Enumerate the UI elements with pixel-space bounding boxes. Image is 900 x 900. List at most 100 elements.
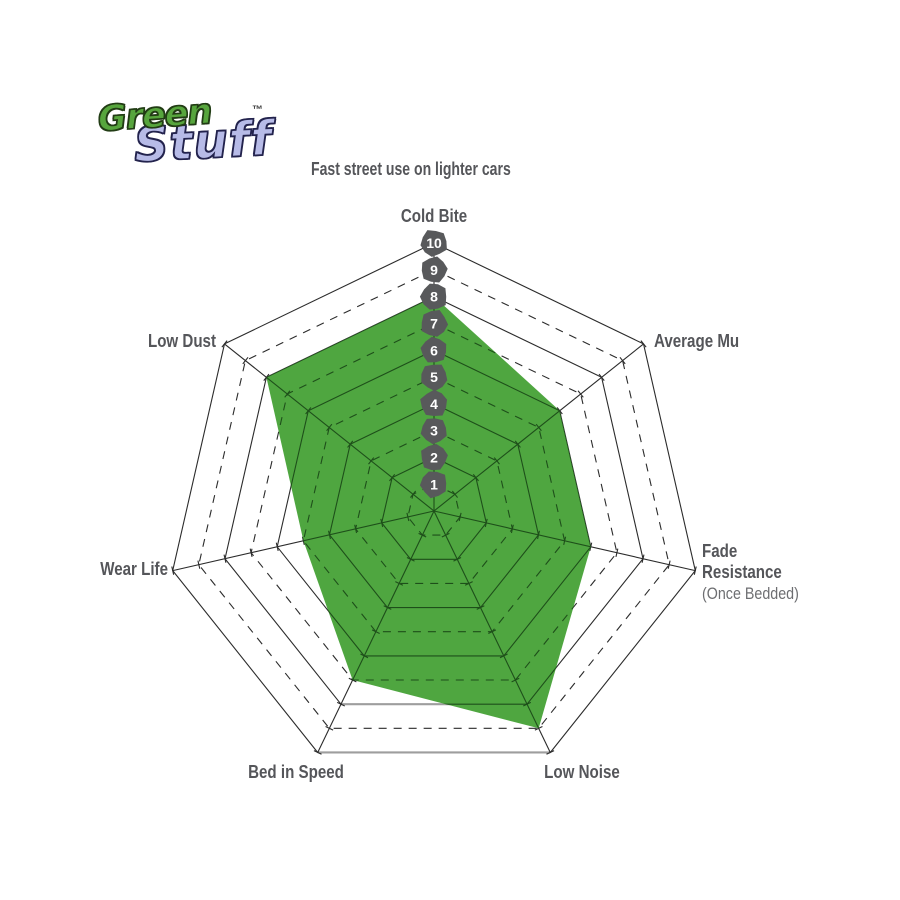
scale-badge-label: 8 <box>430 289 438 305</box>
axis-tick <box>458 512 462 522</box>
axis-tick <box>395 581 404 586</box>
axis-tick <box>383 605 392 610</box>
axis-tick <box>409 490 417 498</box>
axis-tick <box>171 566 175 575</box>
axis-tick <box>619 356 626 365</box>
axis-tick <box>275 542 279 551</box>
axis-tick <box>641 554 645 563</box>
scale-badge-label: 1 <box>430 476 438 492</box>
scale-badge-label: 3 <box>430 423 438 439</box>
axis-tick <box>380 518 384 528</box>
axis-tick <box>451 490 459 498</box>
axis-tick <box>488 629 497 635</box>
axis-tick <box>223 554 227 563</box>
axis-tick <box>368 457 375 465</box>
grid-ring-2 <box>381 456 487 560</box>
scale-badge-6 <box>420 336 447 363</box>
axis-tick <box>406 512 410 522</box>
axis-label-cold-bite: Cold Bite <box>400 206 468 226</box>
scale-badge-label: 4 <box>430 396 438 412</box>
axis-label-once-bedded: (Once Bedded) <box>702 584 799 603</box>
axis-tick <box>325 725 334 731</box>
axis-tick <box>493 457 500 465</box>
axis-tick <box>598 373 605 381</box>
axis-tick <box>305 407 312 415</box>
axis-tick <box>263 373 270 381</box>
axis-label-fade-resistance: Fade Resistance (Once Bedded) <box>702 541 799 604</box>
axis-tick <box>484 518 488 528</box>
scale-badge-10 <box>420 230 447 257</box>
axis-tick <box>242 356 249 365</box>
grid-ring-5 <box>302 376 566 633</box>
axis-label-bed-in-speed: Bed in Speed <box>248 762 344 782</box>
scale-badge-label: 10 <box>426 235 442 251</box>
axis-tick <box>535 423 542 432</box>
axis-tick <box>284 390 291 398</box>
axis-tick <box>347 440 354 448</box>
axis-tick <box>556 407 563 415</box>
axis-tick <box>371 629 380 635</box>
scale-badge-3 <box>420 418 447 445</box>
grid-ring-9 <box>198 269 670 729</box>
trademark-symbol: ™ <box>252 104 263 116</box>
axis-tick <box>523 701 532 707</box>
scale-badge-label: 2 <box>430 450 438 466</box>
axis-tick <box>577 390 584 398</box>
scale-badge-label: 5 <box>430 369 438 385</box>
axis-label-low-noise: Low Noise <box>544 762 620 782</box>
scale-badge-label: 9 <box>430 262 438 278</box>
axis-tick <box>221 340 228 348</box>
axis-tick <box>197 560 201 569</box>
axis-tick <box>326 423 333 432</box>
scale-badge-2 <box>421 443 448 471</box>
axis-tick <box>406 556 415 562</box>
axis-tick <box>313 750 322 755</box>
axis-tick <box>464 581 473 586</box>
axis-tick <box>360 653 369 659</box>
axis-tick <box>441 532 450 538</box>
chart-title: Fast street use on lighter cars <box>311 159 511 179</box>
axis-label-fade-resistance-main: Fade Resistance <box>702 541 782 582</box>
axis-tick <box>546 750 555 755</box>
axis-tick <box>534 725 543 731</box>
axis-tick <box>354 524 358 534</box>
scale-badge-7 <box>421 310 449 337</box>
scale-badge-4 <box>420 389 447 416</box>
scale-badge-8 <box>419 283 447 310</box>
axis-tick <box>563 536 567 546</box>
axis-tick <box>336 701 345 707</box>
axis-tick <box>537 530 540 540</box>
greenstuff-logo: Stuff Green ™ <box>92 91 277 194</box>
axis-tick <box>453 556 462 562</box>
axis-tick <box>667 560 671 569</box>
grid-ring-7 <box>266 322 591 681</box>
grid-ring-3 <box>355 429 513 584</box>
scale-badge-5 <box>421 364 448 392</box>
axis-tick <box>328 530 331 540</box>
axis-tick <box>640 340 647 348</box>
axis-tick <box>476 605 485 610</box>
axis-tick <box>472 473 479 482</box>
scale-badge-label: 6 <box>430 342 438 358</box>
scale-badges: 1 2 3 4 5 6 7 8 9 10 <box>419 230 449 499</box>
axis-tick <box>693 566 697 575</box>
scale-badge-1 <box>419 471 447 499</box>
axis-tick <box>249 548 253 557</box>
axis-label-low-dust: Low Dust <box>147 331 216 351</box>
axis-tick <box>301 536 305 546</box>
grid-ring-1 <box>407 483 461 536</box>
grid-ring-4 <box>328 403 540 609</box>
scale-badge-label: 7 <box>430 316 438 332</box>
axis-tick <box>499 653 508 659</box>
axis-tick <box>514 440 521 448</box>
axis-tick <box>418 532 427 538</box>
scale-badge-9 <box>421 256 448 283</box>
axis-tick <box>389 473 396 482</box>
axis-tick <box>348 677 357 683</box>
axis-label-average-mu: Average Mu <box>654 331 740 351</box>
axis-tick <box>615 548 619 557</box>
axis-tick <box>510 524 514 534</box>
axis-label-wear-life: Wear Life <box>100 559 168 579</box>
